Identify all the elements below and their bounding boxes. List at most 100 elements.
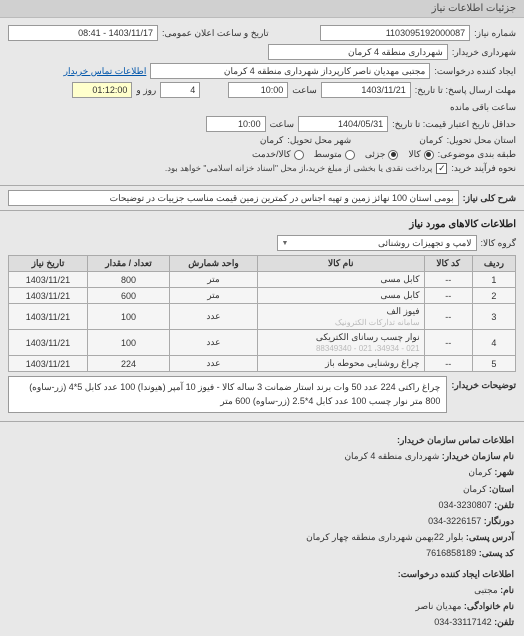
addr-label: آدرس پستی: <box>466 532 514 542</box>
cell-unit: عدد <box>170 356 258 372</box>
creator-field: مجتبی مهدیان ناصر کارپرداز شهرداری منطقه… <box>150 63 430 79</box>
col-code: کد کالا <box>424 256 472 272</box>
page-container: جزئیات اطلاعات نیاز شماره نیاز: 11030951… <box>0 0 524 636</box>
cell-qty: 800 <box>87 272 169 288</box>
validity-date: 1404/05/31 <box>298 116 388 132</box>
contact-link[interactable]: اطلاعات تماس خریدار <box>64 66 147 77</box>
cell-qty: 600 <box>87 288 169 304</box>
delivery-prov-label: استان محل تحویل: <box>447 135 516 146</box>
city-value: کرمان <box>468 467 491 477</box>
cell-qty: 100 <box>87 304 169 330</box>
prov-value: کرمان <box>463 484 486 494</box>
buyer-muni-label: شهرداری خریدار: <box>452 47 516 58</box>
creator-label: ایجاد کننده درخواست: <box>434 66 516 77</box>
delivery-prov: کرمان <box>419 135 442 146</box>
need-title-label: شرح کلی نیاز: <box>463 193 516 204</box>
fname-label: نام: <box>500 585 514 595</box>
goods-table: ردیف کد کالا نام کالا واحد شمارش تعداد /… <box>8 255 516 372</box>
radio-dot-icon <box>345 150 355 160</box>
cell-name: کابل مسی <box>257 288 424 304</box>
ctel-label: تلفن: <box>494 617 514 627</box>
deadline-label: مهلت ارسال پاسخ: تا تاریخ: <box>415 85 516 96</box>
cell-code: -- <box>424 288 472 304</box>
col-date: تاریخ نیاز <box>9 256 88 272</box>
time-label-2: ساعت <box>270 119 295 130</box>
cell-unit: متر <box>170 272 258 288</box>
radio-medium-label: متوسط <box>314 149 342 160</box>
cell-code: -- <box>424 272 472 288</box>
announce-value: 1403/11/17 - 08:41 <box>8 25 158 41</box>
fax-value: 3226157-034 <box>428 516 481 526</box>
tel-value: 3230807-034 <box>439 500 492 510</box>
cell-n: 2 <box>472 288 515 304</box>
remain-time: 01:12:00 <box>72 82 132 98</box>
radio-dot-icon <box>294 150 304 160</box>
cell-name: چراغ روشنایی محوطه باز <box>257 356 424 372</box>
cell-code: -- <box>424 356 472 372</box>
cell-n: 5 <box>472 356 515 372</box>
need-title-text: بومی استان 100 نهائز زمین و تهیه اجناس د… <box>8 190 459 206</box>
prov-label: استان: <box>489 484 514 494</box>
purchase-note: پرداخت نقدی یا بخشی از مبلغ خرید،از محل … <box>165 163 433 174</box>
header-bar: جزئیات اطلاعات نیاز <box>0 0 524 18</box>
validity-time: 10:00 <box>206 116 266 132</box>
buyer-desc-text: چراغ راکتی 224 عدد 50 وات برند استار ضما… <box>8 376 447 413</box>
postcode-value: 7616858189 <box>426 548 476 558</box>
goods-group-value: لامپ و تجهیزات روشنائی <box>378 238 471 249</box>
cell-date: 1403/11/21 <box>9 330 88 356</box>
time-label-1: ساعت <box>292 85 317 96</box>
deadline-date: 1403/11/21 <box>321 82 411 98</box>
table-row: 1--کابل مسیمتر8001403/11/21 <box>9 272 516 288</box>
cell-date: 1403/11/21 <box>9 304 88 330</box>
cell-n: 3 <box>472 304 515 330</box>
delivery-city: کرمان <box>260 135 283 146</box>
days-and: روز و <box>136 85 156 96</box>
ctel-value: 33117142-034 <box>434 617 491 627</box>
city-label: شهر: <box>494 467 514 477</box>
postcode-label: کد پستی: <box>479 548 514 558</box>
cell-qty: 100 <box>87 330 169 356</box>
req-num-field: 1103095192000087 <box>320 25 470 41</box>
contact-block: اطلاعات تماس سازمان خریدار: نام سازمان خ… <box>0 426 524 636</box>
lname-label: نام خانوادگی: <box>464 601 514 611</box>
need-row: شرح کلی نیاز: بومی استان 100 نهائز زمین … <box>0 190 524 206</box>
table-row: 3--فیوز الفسامانه تدارکات الکترونیکعدد10… <box>9 304 516 330</box>
addr-value: بلوار 22بهمن شهرداری منطقه چهار کرمان <box>306 532 463 542</box>
radio-goods[interactable]: کالا <box>408 149 433 160</box>
cell-date: 1403/11/21 <box>9 356 88 372</box>
radio-credit[interactable]: کالا/خدمت <box>252 149 304 160</box>
radio-medium[interactable]: متوسط <box>314 149 355 160</box>
tel-label: تلفن: <box>494 500 514 510</box>
cell-name: نوار چسب رسانای الکتریکی021 - 34934، 021… <box>257 330 424 356</box>
lname-value: مهدیان ناصر <box>416 601 462 611</box>
cell-unit: متر <box>170 288 258 304</box>
purchase-checkbox[interactable] <box>436 163 447 174</box>
table-row: 4--نوار چسب رسانای الکتریکی021 - 34934، … <box>9 330 516 356</box>
radio-partial[interactable]: جزئی <box>365 149 399 160</box>
goods-group-label: گروه کالا: <box>481 238 516 249</box>
divider <box>0 421 524 422</box>
cell-unit: عدد <box>170 330 258 356</box>
radio-dot-icon <box>388 150 398 160</box>
col-row: ردیف <box>472 256 515 272</box>
radio-partial-label: جزئی <box>365 149 386 160</box>
goods-section-title: اطلاعات کالاهای مورد نیاز <box>0 215 524 232</box>
cell-n: 4 <box>472 330 515 356</box>
col-qty: تعداد / مقدار <box>87 256 169 272</box>
col-name: نام کالا <box>257 256 424 272</box>
req-num-label: شماره نیاز: <box>474 28 516 39</box>
category-radio-group: کالا جزئی متوسط کالا/خدمت <box>252 149 434 160</box>
fname-value: مجتبی <box>474 585 498 595</box>
cell-name: کابل مسی <box>257 272 424 288</box>
cell-name: فیوز الفسامانه تدارکات الکترونیک <box>257 304 424 330</box>
col-unit: واحد شمارش <box>170 256 258 272</box>
remain-days: 4 <box>160 82 200 98</box>
goods-group-dropdown[interactable]: لامپ و تجهیزات روشنائی ▼ <box>277 235 477 251</box>
category-label: طبقه بندی موضوعی: <box>438 149 516 160</box>
radio-credit-label: کالا/خدمت <box>252 149 291 160</box>
radio-dot-icon <box>424 150 434 160</box>
cell-date: 1403/11/21 <box>9 272 88 288</box>
cell-n: 1 <box>472 272 515 288</box>
table-row: 2--کابل مسیمتر6001403/11/21 <box>9 288 516 304</box>
divider <box>0 185 524 186</box>
